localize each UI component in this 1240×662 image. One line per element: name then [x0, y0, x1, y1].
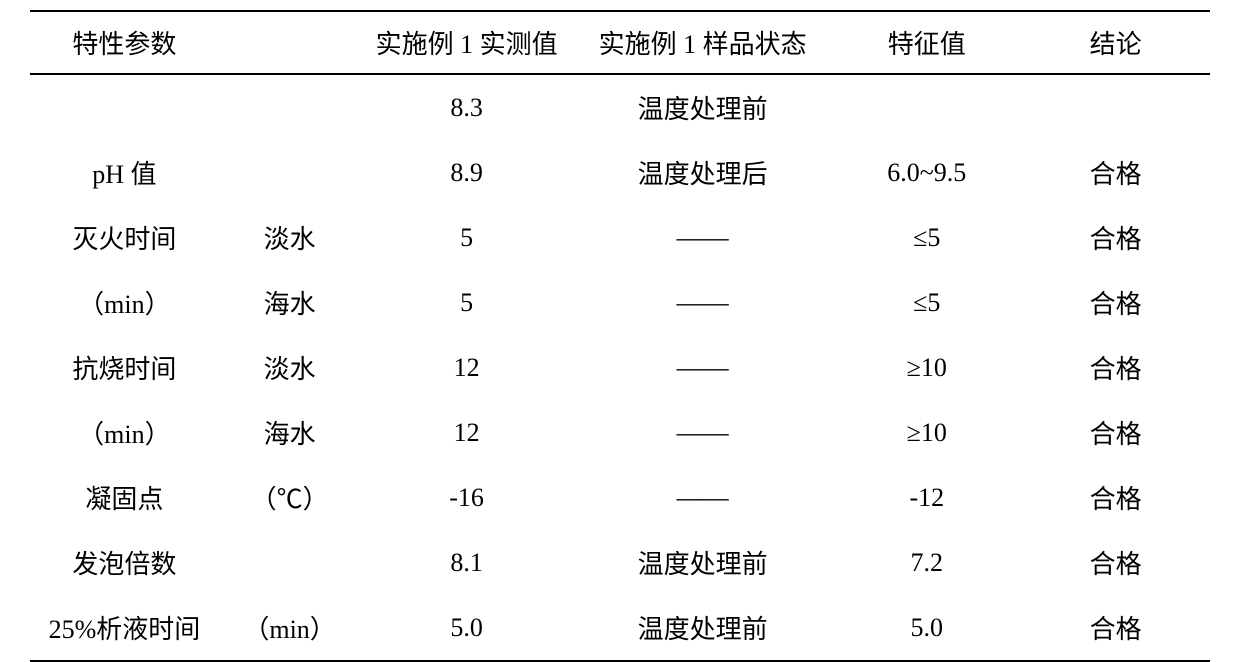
cell-conclusion: 合格 [1021, 335, 1210, 400]
cell-measured: 5 [360, 205, 572, 270]
cell-conclusion: 合格 [1021, 140, 1210, 205]
table-row: 灭火时间 淡水 5 —— ≤5 合格 [30, 205, 1210, 270]
table-row: （min） 海水 5 —— ≤5 合格 [30, 270, 1210, 335]
cell-spec: ≥10 [832, 335, 1021, 400]
cell-param: （min） [30, 400, 219, 465]
cell-state: —— [573, 335, 833, 400]
cell-sub: （min） [219, 595, 361, 661]
cell-sub: 海水 [219, 400, 361, 465]
cell-measured: 12 [360, 335, 572, 400]
table-row: 发泡倍数 8.1 温度处理前 7.2 合格 [30, 530, 1210, 595]
cell-state: 温度处理前 [573, 595, 833, 661]
cell-spec: ≤5 [832, 205, 1021, 270]
cell-param: pH 值 [30, 140, 219, 205]
cell-sub: 海水 [219, 270, 361, 335]
cell-state: —— [573, 205, 833, 270]
cell-spec: ≤5 [832, 270, 1021, 335]
table-row: 凝固点 （℃） -16 —— -12 合格 [30, 465, 1210, 530]
cell-conclusion: 合格 [1021, 530, 1210, 595]
table-row: 8.3 温度处理前 [30, 74, 1210, 140]
cell-param: 25%析液时间 [30, 595, 219, 661]
cell-state: —— [573, 400, 833, 465]
header-spec: 特征值 [832, 11, 1021, 74]
header-state: 实施例 1 样品状态 [573, 11, 833, 74]
cell-sub: 淡水 [219, 205, 361, 270]
cell-measured: 5 [360, 270, 572, 335]
cell-spec: -12 [832, 465, 1021, 530]
data-table: 特性参数 实施例 1 实测值 实施例 1 样品状态 特征值 结论 8.3 温度处… [30, 10, 1210, 662]
cell-param: 灭火时间 [30, 205, 219, 270]
header-param: 特性参数 [30, 11, 219, 74]
header-measured: 实施例 1 实测值 [360, 11, 572, 74]
table-row: 25%析液时间 （min） 5.0 温度处理前 5.0 合格 [30, 595, 1210, 661]
cell-spec: 5.0 [832, 595, 1021, 661]
header-conclusion: 结论 [1021, 11, 1210, 74]
cell-measured: 8.3 [360, 74, 572, 140]
cell-state: 温度处理前 [573, 74, 833, 140]
cell-spec: 6.0~9.5 [832, 140, 1021, 205]
cell-measured: -16 [360, 465, 572, 530]
cell-measured: 12 [360, 400, 572, 465]
cell-spec: ≥10 [832, 400, 1021, 465]
cell-conclusion: 合格 [1021, 205, 1210, 270]
cell-measured: 8.9 [360, 140, 572, 205]
table-row: （min） 海水 12 —— ≥10 合格 [30, 400, 1210, 465]
cell-measured: 5.0 [360, 595, 572, 661]
cell-spec [832, 74, 1021, 140]
cell-param: （min） [30, 270, 219, 335]
cell-param [30, 74, 219, 140]
cell-sub: （℃） [219, 465, 361, 530]
table-header-row: 特性参数 实施例 1 实测值 实施例 1 样品状态 特征值 结论 [30, 11, 1210, 74]
cell-sub: 淡水 [219, 335, 361, 400]
cell-state: —— [573, 465, 833, 530]
cell-conclusion: 合格 [1021, 595, 1210, 661]
cell-state: 温度处理前 [573, 530, 833, 595]
cell-sub [219, 74, 361, 140]
cell-param: 抗烧时间 [30, 335, 219, 400]
cell-param: 凝固点 [30, 465, 219, 530]
header-sub [219, 11, 361, 74]
cell-conclusion: 合格 [1021, 400, 1210, 465]
table-row: 抗烧时间 淡水 12 —— ≥10 合格 [30, 335, 1210, 400]
cell-measured: 8.1 [360, 530, 572, 595]
cell-spec: 7.2 [832, 530, 1021, 595]
cell-state: 温度处理后 [573, 140, 833, 205]
table-row: pH 值 8.9 温度处理后 6.0~9.5 合格 [30, 140, 1210, 205]
cell-state: —— [573, 270, 833, 335]
cell-param: 发泡倍数 [30, 530, 219, 595]
cell-sub [219, 140, 361, 205]
cell-conclusion: 合格 [1021, 465, 1210, 530]
cell-conclusion: 合格 [1021, 270, 1210, 335]
cell-conclusion [1021, 74, 1210, 140]
cell-sub [219, 530, 361, 595]
